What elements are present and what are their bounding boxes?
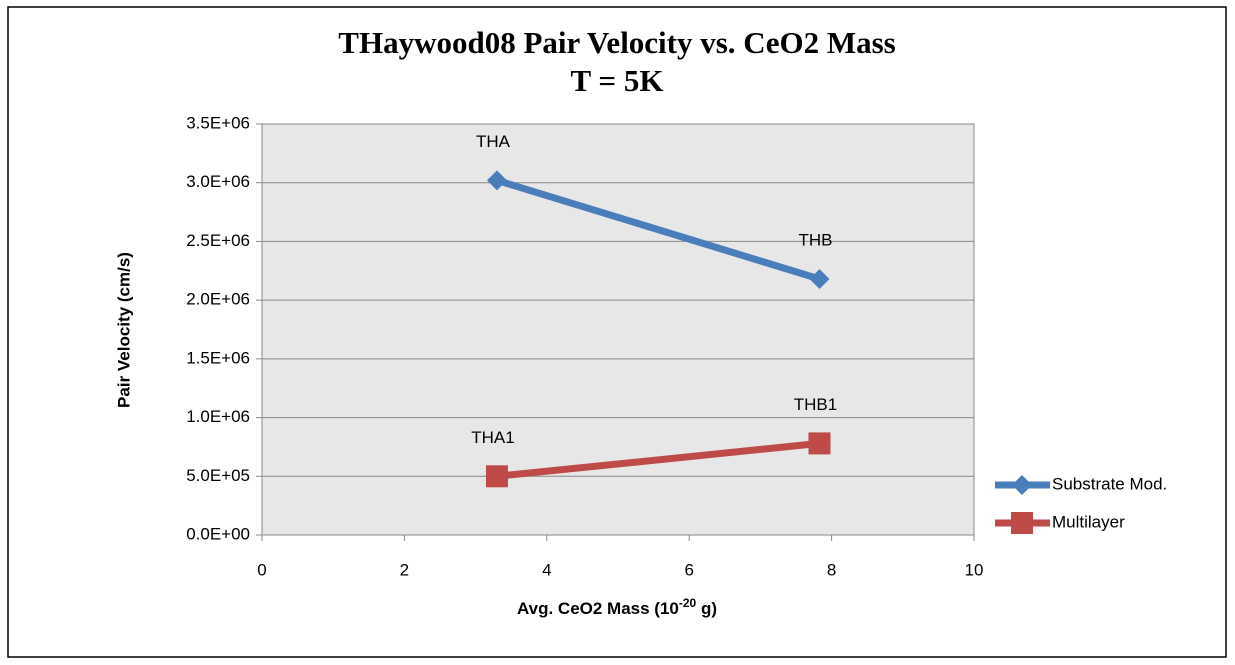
x-tick-label: 8 [827,560,836,579]
y-tick-label: 2.5E+06 [186,231,250,250]
series-line [496,439,820,480]
y-tick-label: 3.0E+06 [186,172,250,191]
x-axis-title-tail: g) [696,599,717,618]
legend-marker [1011,512,1033,534]
chart-subtitle: T = 5K [571,63,664,98]
point-label: THB1 [794,395,837,414]
x-axis-title: Avg. CeO2 Mass (10-20 g) [517,596,717,618]
y-tick-label: 1.0E+06 [186,407,250,426]
legend-marker [1012,475,1032,495]
data-point [809,269,830,290]
y-tick-label: 2.0E+06 [186,290,250,309]
legend-label: Substrate Mod. [1052,474,1167,493]
x-axis-title-text: Avg. CeO2 Mass (10 [517,599,679,618]
series-line [495,177,821,283]
y-tick-label: 3.5E+06 [186,113,250,132]
x-tick-label: 2 [400,560,409,579]
chart-title: THaywood08 Pair Velocity vs. CeO2 Mass [338,25,895,60]
y-tick-label: 5.0E+05 [186,466,250,485]
y-tick-label: 0.0E+00 [186,524,250,543]
data-point [485,465,508,488]
x-tick-label: 0 [257,560,266,579]
point-label: THA [476,132,511,151]
point-label: THA1 [471,428,514,447]
y-tick-label: 1.5E+06 [186,348,250,367]
data-point [808,432,831,455]
y-axis-title: Pair Velocity (cm/s) [114,252,133,408]
data-point [486,170,507,191]
point-label: THB [798,230,832,249]
plot-area [261,123,975,536]
x-tick-label: 6 [684,560,693,579]
x-tick-label: 4 [542,560,551,579]
x-axis-title-sup: -20 [679,596,697,610]
legend-label: Multilayer [1052,512,1125,531]
x-tick-label: 10 [965,560,984,579]
